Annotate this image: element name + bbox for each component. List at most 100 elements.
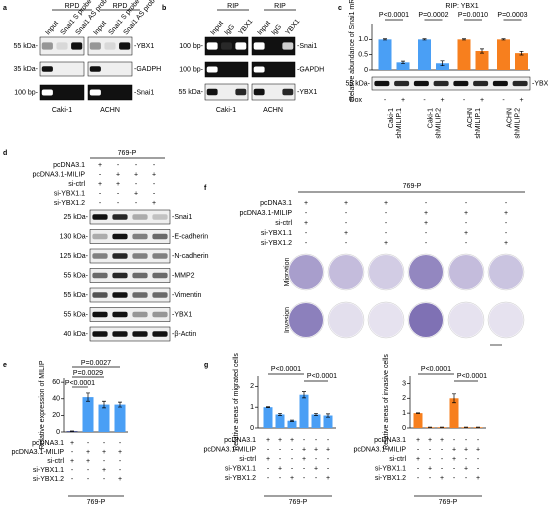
sign: + [304, 200, 308, 207]
sign: - [99, 171, 102, 178]
target-label: -Snai1 [172, 214, 192, 221]
bar [457, 39, 471, 70]
blot [89, 307, 171, 322]
band [152, 233, 168, 240]
sign: - [153, 190, 156, 197]
row-label: si-ctrl [239, 456, 256, 463]
error-bar [462, 38, 466, 41]
chart-title: RIP: YBX1 [445, 3, 478, 10]
p-value: P<0.0001 [421, 366, 451, 373]
well-stain [449, 303, 483, 337]
band [119, 42, 131, 50]
band [235, 42, 247, 50]
target-label: -MMP2 [172, 272, 195, 279]
sign: - [153, 181, 156, 188]
band [282, 42, 294, 50]
panel-letter: a [3, 5, 7, 12]
sign: - [465, 220, 468, 227]
blot [89, 209, 171, 225]
sign: - [119, 440, 122, 447]
sign: - [417, 465, 420, 472]
lane-label: Input [93, 20, 108, 36]
bar [287, 420, 297, 428]
sign: - [305, 240, 308, 247]
well-stain [289, 255, 323, 289]
sign: + [452, 456, 456, 463]
marker-label: 100 bp- [179, 66, 203, 73]
band [92, 272, 108, 279]
row-label: pcDNA3.1-MILIP [203, 446, 256, 453]
band [41, 42, 53, 50]
panel-letter: b [162, 5, 166, 12]
row-label: si-ctrl [275, 220, 292, 227]
p-value: P<0.0001 [65, 380, 95, 387]
bar [114, 404, 126, 432]
well-stain [289, 303, 323, 337]
sign: - [327, 456, 330, 463]
bar [475, 50, 489, 70]
target-label: -YBX1 [532, 80, 548, 87]
error-bar [266, 406, 270, 408]
sign: + [290, 437, 294, 444]
sign: + [118, 449, 122, 456]
sign: - [465, 475, 468, 482]
cell-label: 769-P [439, 499, 458, 506]
band [152, 272, 168, 279]
panel-letter: e [3, 362, 7, 369]
row-label: pcDNA3.1 [224, 437, 256, 444]
band [92, 253, 108, 259]
y-tick-label: 0 [402, 425, 406, 432]
sign: - [453, 437, 456, 444]
sign: - [453, 465, 456, 472]
sign: - [441, 456, 444, 463]
sign: - [103, 476, 106, 483]
sign: + [86, 458, 90, 465]
band [132, 214, 148, 220]
well-image [327, 301, 365, 339]
blot [251, 83, 296, 101]
blot [89, 248, 171, 264]
sign: - [345, 210, 348, 217]
p-value: P<0.0001 [379, 12, 409, 19]
cell-label: ACHN [100, 107, 120, 114]
band [112, 214, 128, 220]
sign: - [305, 210, 308, 217]
group-label: ACHN [467, 108, 474, 128]
row-label: si-ctrl [68, 181, 85, 188]
blot [39, 61, 85, 77]
band [282, 88, 294, 96]
band [92, 233, 108, 240]
sign: + [344, 200, 348, 207]
bar [299, 394, 309, 428]
well-image [487, 301, 525, 339]
sign: - [502, 97, 505, 104]
row-label: pcDNA3.1 [53, 162, 85, 169]
sign: + [464, 465, 468, 472]
sign: - [303, 465, 306, 472]
sign: - [441, 465, 444, 472]
target-label: -β-Actin [172, 331, 196, 338]
blot [89, 287, 171, 303]
y-tick-label: 1 [250, 404, 254, 411]
sign: + [152, 200, 156, 207]
sign: + [302, 446, 306, 453]
row-label: pcDNA3.1-MILIP [353, 446, 406, 453]
band [206, 66, 218, 73]
sign: + [314, 446, 318, 453]
sign: - [453, 475, 456, 482]
sign: - [465, 437, 468, 444]
well-stain [409, 303, 443, 337]
sign: - [327, 465, 330, 472]
band [512, 80, 528, 87]
y-axis-label: Relative areas of invasive cells [383, 354, 390, 450]
sign: - [425, 230, 428, 237]
assay-label: Migration [284, 258, 291, 287]
sign: - [135, 200, 138, 207]
band [152, 253, 168, 259]
band [492, 80, 508, 87]
sign: - [384, 97, 387, 104]
p-value: P=0.0027 [81, 360, 111, 367]
sign: - [315, 456, 318, 463]
sign: + [424, 210, 428, 217]
